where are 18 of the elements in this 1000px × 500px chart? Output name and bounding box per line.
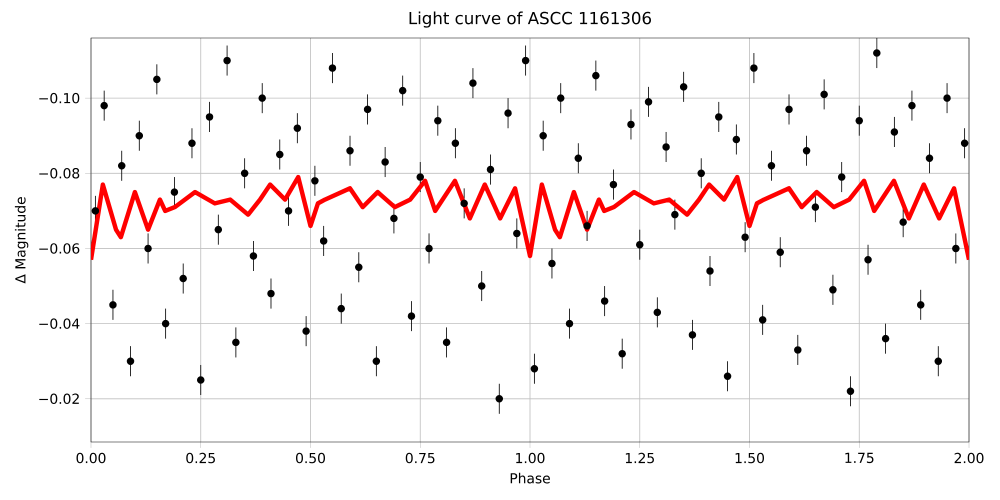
- x-tick-label: 1.00: [516, 452, 544, 464]
- x-tick-label: 1.25: [626, 452, 654, 464]
- x-tick-label: 1.50: [736, 452, 764, 464]
- x-tick-label: 0.00: [76, 452, 106, 464]
- x-tick-label: 2.00: [954, 452, 984, 464]
- y-tick-label: −0.02: [39, 394, 79, 404]
- x-axis-title: Phase: [510, 472, 550, 484]
- y-tick-label: −0.04: [39, 318, 80, 329]
- y-tick-label: −0.10: [39, 92, 80, 104]
- x-tick-label: 1.75: [845, 452, 874, 464]
- x-tick-label: 0.75: [406, 452, 434, 464]
- x-tick-label: 0.25: [186, 452, 215, 464]
- chart-title: Light curve of ASCC 1161306: [410, 12, 651, 28]
- x-tick-label: 0.50: [296, 452, 325, 464]
- y-axis-title: Δ Magnitude: [14, 197, 28, 284]
- line-series: [91, 174, 970, 262]
- y-tick-label: −0.06: [39, 243, 80, 254]
- y-tick-label: −0.08: [39, 168, 80, 179]
